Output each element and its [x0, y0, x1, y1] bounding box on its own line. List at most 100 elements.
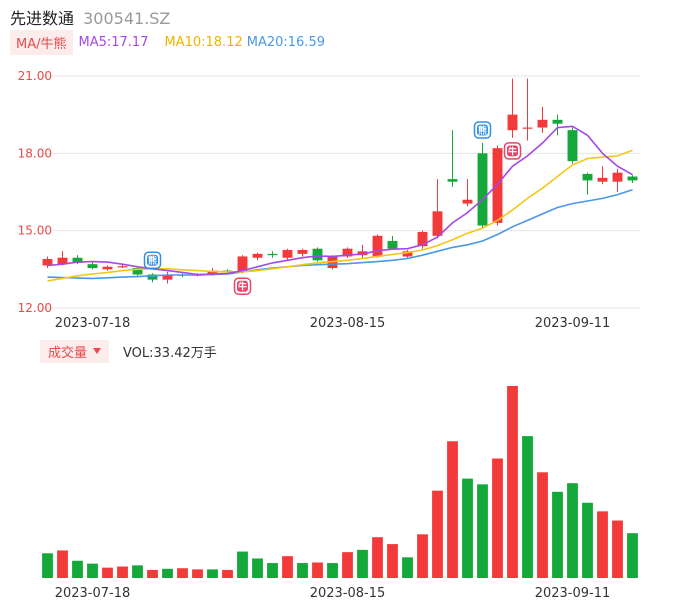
- stock-title: 先进数通 300541.SZ: [10, 5, 170, 29]
- bear-badge-fill: [477, 124, 488, 136]
- volume-bar: [312, 562, 323, 578]
- volume-bar: [267, 563, 278, 578]
- candle-body: [207, 270, 218, 275]
- candle-body: [237, 256, 248, 272]
- volume-bar: [477, 484, 488, 578]
- candle-body: [372, 235, 383, 257]
- candle-body: [477, 153, 488, 226]
- volume-label: 成交量: [48, 345, 88, 361]
- candle-body: [117, 266, 128, 268]
- candle-body: [582, 173, 593, 181]
- volume-bar: [612, 520, 623, 578]
- candle-body: [132, 268, 143, 275]
- candle-body: [417, 231, 428, 247]
- x-tick-label: 2023-07-18: [55, 316, 131, 331]
- volume-bar: [42, 553, 53, 578]
- volume-bar: [297, 563, 308, 578]
- candle-body: [567, 130, 578, 162]
- ma10-value: MA10:18.12: [164, 34, 243, 50]
- volume-bar: [552, 491, 563, 578]
- stock-code: 300541.SZ: [83, 9, 171, 28]
- bull-badge-label: 牛: [508, 145, 517, 157]
- candle-body: [87, 264, 98, 269]
- volume-bar: [147, 569, 158, 578]
- volume-bar: [357, 549, 368, 578]
- caret-down-icon: [93, 348, 102, 354]
- volume-bar: [162, 568, 173, 578]
- candle-body: [522, 127, 533, 129]
- bull-badge-label: 牛: [238, 281, 247, 293]
- candle-body: [402, 251, 413, 257]
- candle-body: [147, 274, 158, 280]
- stock-name: 先进数通: [10, 9, 75, 28]
- ma20-value: MA20:16.59: [246, 34, 325, 50]
- candle-body: [492, 148, 503, 223]
- volume-bar: [507, 386, 518, 578]
- candle-body: [447, 179, 458, 182]
- bear-badge-fill: [147, 254, 158, 266]
- candle-body: [612, 172, 623, 182]
- ma5-line: [47, 125, 633, 276]
- candle-body: [387, 240, 398, 249]
- volume-bar: [372, 537, 383, 578]
- candle-body: [252, 253, 263, 258]
- bull-badge-fill: [507, 145, 518, 157]
- candle-body: [537, 119, 548, 128]
- x-tick-label: 2023-07-18: [55, 586, 131, 601]
- volume-bar: [207, 569, 218, 578]
- volume-bar: [432, 490, 443, 578]
- volume-bar: [327, 563, 338, 578]
- volume-bar: [417, 534, 428, 578]
- y-tick-label: 18.00: [18, 146, 52, 160]
- volume-value: VOL:33.42万手: [123, 345, 217, 361]
- ma-indicator-selector[interactable]: MA/牛熊: [10, 29, 73, 55]
- x-tick-label: 2023-09-11: [535, 586, 611, 601]
- volume-indicator-selector[interactable]: 成交量: [40, 339, 110, 363]
- volume-bar: [72, 560, 83, 578]
- ma20-line: [47, 188, 633, 280]
- volume-bar: [447, 441, 458, 578]
- y-tick-label: 12.00: [18, 301, 52, 315]
- volume-bar: [522, 436, 533, 578]
- volume-bar: [117, 566, 128, 578]
- candle-body: [102, 266, 113, 270]
- volume-bar: [402, 557, 413, 578]
- volume-bar: [342, 552, 353, 578]
- candle-body: [462, 199, 473, 204]
- volume-bar: [252, 558, 263, 578]
- x-tick-label: 2023-08-15: [310, 316, 386, 331]
- volume-bar: [492, 458, 503, 578]
- volume-bar: [537, 472, 548, 578]
- candle-body: [72, 257, 83, 263]
- candle-body: [297, 250, 308, 254]
- volume-bar: [192, 569, 203, 578]
- candle-body: [597, 177, 608, 182]
- ma5-value: MA5:17.17: [78, 34, 149, 50]
- bear-badge-label: 熊: [478, 125, 487, 137]
- ma10-line: [47, 149, 633, 282]
- candle-body: [162, 274, 173, 280]
- bear-badge-label: 熊: [148, 255, 157, 267]
- bull-badge-fill: [237, 280, 248, 292]
- candle-body: [432, 211, 443, 236]
- volume-bar: [102, 567, 113, 578]
- volume-legend: 成交量 VOL:33.42万手: [40, 339, 217, 363]
- y-tick-label: 15.00: [18, 224, 52, 238]
- volume-bar: [222, 569, 233, 578]
- candle-body: [552, 119, 563, 124]
- volume-bar: [462, 478, 473, 578]
- volume-bar: [57, 550, 68, 578]
- volume-bar: [582, 502, 593, 578]
- candle-body: [267, 253, 278, 256]
- volume-bar: [87, 563, 98, 578]
- volume-bar: [132, 565, 143, 578]
- volume-bar: [237, 551, 248, 578]
- candle-body: [627, 176, 638, 181]
- candle-body: [282, 250, 293, 258]
- candle-body: [42, 259, 53, 266]
- volume-bar: [387, 544, 398, 578]
- x-tick-label: 2023-08-15: [310, 586, 386, 601]
- y-tick-label: 21.00: [18, 69, 52, 83]
- ma-legend: MA/牛熊 MA5:17.17 MA10:18.12 MA20:16.59: [10, 29, 325, 55]
